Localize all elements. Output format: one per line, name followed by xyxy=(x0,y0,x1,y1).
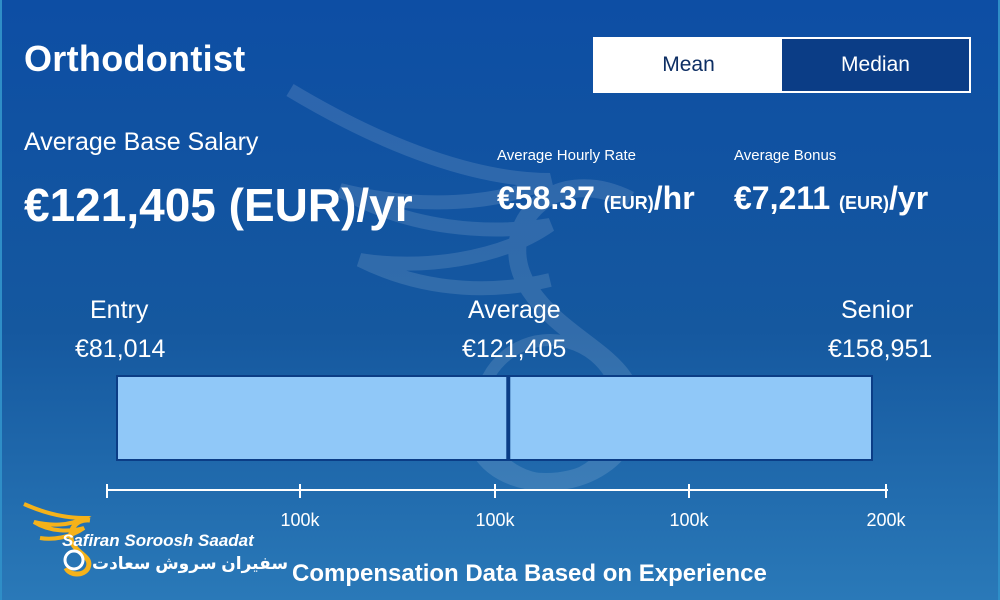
base-salary-label: Average Base Salary xyxy=(24,128,259,156)
bonus-amount: €7,211 xyxy=(734,180,831,216)
chart-footer-title: Compensation Data Based on Experience xyxy=(292,560,767,587)
median-toggle-button[interactable]: Median xyxy=(782,39,969,91)
axis-ticks: 100k 100k 100k 200k xyxy=(106,484,907,530)
hourly-rate-amount: €58.37 xyxy=(497,180,595,216)
entry-value: €81,014 xyxy=(75,335,166,363)
hourly-rate-currency: (EUR) xyxy=(603,193,654,213)
bonus-currency: (EUR) xyxy=(839,193,889,213)
hourly-rate-unit: /hr xyxy=(653,180,695,216)
axis-tick-label: 100k xyxy=(475,510,515,530)
salary-range-bar xyxy=(116,375,873,461)
logo-text-en: Safiran Soroosh Saadat xyxy=(62,531,254,550)
salary-range-chart: 100k 100k 100k 200k xyxy=(106,375,907,530)
axis-tick-label: 200k xyxy=(866,510,906,530)
page-title: Orthodontist xyxy=(24,38,246,79)
senior-label: Senior xyxy=(841,296,914,324)
mean-toggle-button[interactable]: Mean xyxy=(595,39,782,91)
entry-label: Entry xyxy=(90,296,149,324)
bonus-value: €7,211 (EUR)/yr xyxy=(734,180,928,217)
swan-logo-icon xyxy=(23,502,92,577)
hourly-rate-label: Average Hourly Rate xyxy=(497,147,636,164)
mean-median-toggle[interactable]: Mean Median xyxy=(593,37,971,93)
hourly-rate-value: €58.37 (EUR)/hr xyxy=(497,180,695,217)
average-label: Average xyxy=(468,296,561,324)
bonus-unit: /yr xyxy=(889,180,929,216)
bonus-label: Average Bonus xyxy=(734,147,837,164)
axis-tick-label: 100k xyxy=(669,510,709,530)
average-value: €121,405 xyxy=(462,335,567,363)
logo-text-fa: سفیران سروش سعادت xyxy=(92,554,289,573)
axis-tick-label: 100k xyxy=(280,510,320,530)
senior-value: €158,951 xyxy=(828,335,933,363)
base-salary-value: €121,405 (EUR)/yr xyxy=(24,179,413,231)
